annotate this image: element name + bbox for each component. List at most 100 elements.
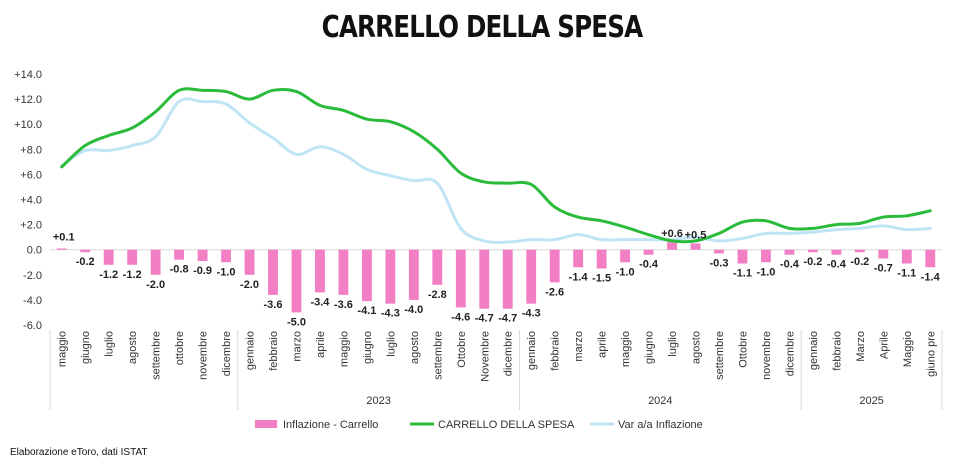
x-tick-label: ottobre: [174, 331, 186, 365]
x-tick-label: agosto: [691, 331, 703, 364]
data-label: -4.1: [357, 305, 376, 317]
x-tick-label: marzo: [291, 331, 303, 362]
data-label: -1.1: [733, 268, 752, 280]
bar: [596, 249, 607, 269]
x-tick-label: settembre: [151, 331, 163, 380]
year-label: 2025: [859, 395, 883, 407]
x-tick-label: maggio: [57, 331, 69, 367]
inflation-line: [60, 97, 932, 244]
data-label: -0.4: [639, 259, 659, 271]
bar: [643, 249, 654, 255]
y-tick-label: -6.0: [23, 320, 42, 332]
data-label: -1.0: [217, 266, 236, 278]
y-tick-label: +6.0: [20, 169, 42, 181]
data-label: +0.1: [53, 232, 75, 244]
year-label: 2024: [648, 395, 672, 407]
bar: [784, 249, 795, 255]
data-label: -0.2: [850, 256, 869, 268]
bar: [103, 249, 114, 265]
data-label: -4.7: [498, 313, 517, 325]
bar: [573, 249, 584, 268]
x-tick-label: novembre: [761, 331, 773, 380]
bar: [690, 243, 701, 250]
data-label: -4.0: [404, 304, 423, 316]
y-tick-label: +12.0: [14, 94, 42, 106]
x-tick-label: agosto: [127, 331, 139, 364]
bar: [761, 249, 771, 263]
bar: [56, 248, 67, 250]
x-tick-label: aprile: [597, 331, 609, 358]
data-label: -0.2: [803, 256, 822, 268]
bar: [408, 249, 419, 300]
bar: [878, 249, 889, 259]
x-tick-label: giuno pre: [925, 331, 937, 377]
source-note: Elaborazione eToro, dati ISTAT: [10, 447, 148, 458]
y-tick-label: +14.0: [14, 69, 42, 81]
data-label: -1.1: [897, 268, 916, 280]
bar: [526, 249, 537, 304]
x-tick-label: luglio: [104, 331, 116, 357]
x-tick-label: dicembre: [503, 331, 515, 376]
bar: [620, 249, 631, 263]
data-label: -0.3: [710, 257, 729, 269]
y-tick-label: +8.0: [20, 144, 42, 156]
data-label: -0.9: [193, 265, 212, 277]
data-label: +0.6: [661, 228, 683, 240]
x-tick-label: dicembre: [221, 331, 233, 376]
y-tick-label: +2.0: [20, 220, 42, 232]
data-label: -4.7: [475, 313, 494, 325]
x-tick-label: Ottobre: [737, 331, 749, 368]
data-label: -0.4: [827, 259, 847, 271]
x-tick-label: giugno: [80, 331, 92, 364]
x-tick-label: febbraio: [831, 331, 843, 371]
x-tick-label: gennaio: [526, 331, 538, 370]
data-label: -1.0: [616, 266, 635, 278]
data-label: -5.0: [287, 316, 306, 328]
legend-label: Inflazione - Carrello: [283, 419, 378, 431]
data-label: -0.7: [874, 262, 893, 274]
x-tick-label: novembre: [198, 331, 210, 380]
y-tick-label: -2.0: [23, 270, 42, 282]
bar: [244, 249, 255, 275]
bar: [479, 249, 490, 309]
data-label: -0.8: [170, 264, 189, 276]
bar: [549, 249, 560, 283]
lines: [60, 87, 932, 244]
x-tick-label: maggio: [620, 331, 632, 367]
bar: [502, 249, 513, 309]
x-tick-label: settembre: [714, 331, 726, 380]
bar: [901, 249, 912, 264]
data-label: -0.2: [76, 256, 95, 268]
x-tick-label: febbraio: [550, 331, 562, 371]
bar: [361, 249, 372, 302]
x-tick-label: Novembre: [479, 331, 491, 382]
bar: [150, 249, 161, 275]
data-label: -4.3: [522, 308, 541, 320]
bar: [338, 249, 349, 295]
x-tick-label: Maggio: [902, 331, 914, 367]
x-tick-label: aprile: [315, 331, 327, 358]
bar: [714, 249, 724, 254]
x-tick-label: settembre: [432, 331, 444, 380]
x-tick-label: Ottobre: [456, 331, 468, 368]
y-tick-label: +4.0: [20, 195, 42, 207]
bar: [80, 249, 91, 253]
bar: [807, 249, 818, 253]
bar: [127, 249, 138, 265]
data-label: -1.4: [569, 271, 589, 283]
data-label: -0.4: [780, 259, 800, 271]
bar: [291, 249, 302, 313]
x-tick-label: marzo: [573, 331, 585, 362]
data-label: -1.2: [123, 269, 142, 281]
bar: [315, 249, 325, 293]
bar: [432, 249, 443, 285]
x-tick-label: Aprile: [878, 331, 890, 359]
x-tick-label: agosto: [409, 331, 421, 364]
x-tick-label: maggio: [338, 331, 350, 367]
legend-label: Var a/a Inflazione: [618, 419, 703, 431]
data-label: -1.2: [99, 269, 118, 281]
data-labels: +0.1-0.2-1.2 -1.2-2.0-0.8 -0.9 -1.0-2.0-3.6…: [53, 228, 941, 328]
data-label: -4.3: [381, 308, 400, 320]
bar: [925, 249, 936, 268]
